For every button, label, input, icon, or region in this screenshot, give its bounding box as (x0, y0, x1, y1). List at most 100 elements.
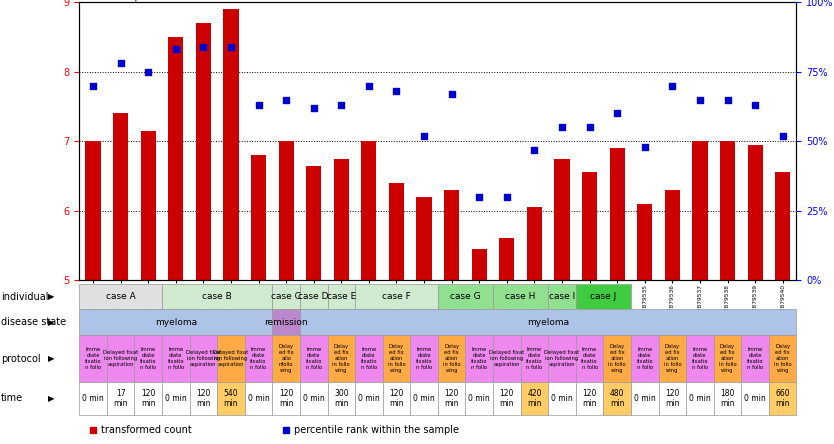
Bar (741, 335, 769, 382)
Text: ▶: ▶ (48, 318, 55, 327)
Text: case H: case H (505, 292, 535, 301)
Point (638, 143, 651, 151)
Text: Delay
ed fix
ation
in follo
wing: Delay ed fix ation in follo wing (443, 345, 460, 373)
Bar (416, 197, 432, 280)
Bar (686, 335, 714, 382)
Bar (273, 309, 300, 335)
Bar (659, 382, 686, 415)
Text: 540
min: 540 min (224, 389, 239, 408)
Point (583, 124, 596, 131)
Bar (300, 284, 328, 309)
Text: 0 min: 0 min (82, 394, 104, 403)
Bar (438, 284, 493, 309)
Text: Imme
diate
fixatio
n follo: Imme diate fixatio n follo (526, 347, 543, 370)
Point (776, 132, 789, 139)
Point (500, 193, 514, 200)
Bar (273, 382, 300, 415)
Bar (775, 172, 791, 280)
Text: Delay
ed fix
ation
in follo
wing: Delay ed fix ation in follo wing (333, 345, 350, 373)
Bar (714, 335, 741, 382)
Bar (520, 335, 548, 382)
Text: Delay
ed fix
ation
in follo
wing: Delay ed fix ation in follo wing (664, 345, 681, 373)
Bar (637, 204, 652, 280)
Bar (334, 159, 349, 280)
Bar (686, 382, 714, 415)
Text: 0 min: 0 min (303, 394, 324, 403)
Point (87, 82, 100, 89)
Bar (273, 284, 300, 309)
Text: ▶: ▶ (48, 292, 55, 301)
Bar (279, 141, 294, 280)
Point (555, 124, 569, 131)
Bar (355, 382, 383, 415)
Bar (582, 172, 597, 280)
Bar (631, 335, 659, 382)
Text: case J: case J (590, 292, 616, 301)
Text: Imme
diate
fixatio
n follo: Imme diate fixatio n follo (691, 347, 708, 370)
Point (389, 87, 403, 95)
Point (610, 110, 624, 117)
Text: Delay
ed fix
ation
in follo
wing: Delay ed fix ation in follo wing (608, 345, 626, 373)
Bar (493, 284, 548, 309)
Bar (189, 335, 217, 382)
Bar (575, 335, 603, 382)
Bar (300, 382, 328, 415)
Text: 480
min: 480 min (610, 389, 625, 408)
Text: Delayed fixat
ion following
aspiration: Delayed fixat ion following aspiration (214, 350, 249, 367)
Point (142, 68, 155, 75)
Bar (79, 382, 107, 415)
Bar (244, 382, 273, 415)
Text: Delayed fixat
ion following
aspiration: Delayed fixat ion following aspiration (186, 350, 221, 367)
Text: 120
min: 120 min (196, 389, 211, 408)
Point (528, 146, 541, 153)
Text: 300
min: 300 min (334, 389, 349, 408)
Text: myeloma: myeloma (155, 318, 197, 327)
Bar (300, 335, 328, 382)
Bar (85, 141, 101, 280)
Text: Imme
diate
fixatio
n follo: Imme diate fixatio n follo (140, 347, 157, 370)
Bar (548, 335, 575, 382)
Bar (79, 284, 162, 309)
Text: disease state: disease state (1, 317, 66, 327)
Text: case G: case G (450, 292, 480, 301)
Text: 660
min: 660 min (776, 389, 790, 408)
Bar (747, 145, 762, 280)
Point (693, 96, 706, 103)
Text: 0 min: 0 min (165, 394, 187, 403)
Bar (383, 382, 410, 415)
Bar (631, 382, 659, 415)
Bar (217, 335, 244, 382)
Bar (355, 335, 383, 382)
Bar (328, 284, 355, 309)
Text: Imme
diate
fixatio
n follo: Imme diate fixatio n follo (305, 347, 322, 370)
Text: 0 min: 0 min (413, 394, 435, 403)
Bar (107, 382, 134, 415)
Text: 0 min: 0 min (469, 394, 490, 403)
Text: Delay
ed fix
atio
nfollo
wing: Delay ed fix atio nfollo wing (279, 345, 294, 373)
Text: case B: case B (203, 292, 232, 301)
Bar (438, 335, 465, 382)
Bar (741, 382, 769, 415)
Bar (714, 382, 741, 415)
Text: Imme
diate
fixatio
n follo: Imme diate fixatio n follo (85, 347, 101, 370)
Bar (472, 249, 487, 280)
Text: 120
min: 120 min (500, 389, 514, 408)
Bar (389, 183, 404, 280)
Bar (555, 159, 570, 280)
Text: Delayed fixat
ion following
aspiration: Delayed fixat ion following aspiration (103, 350, 138, 367)
Text: 0 min: 0 min (689, 394, 711, 403)
Point (334, 102, 348, 109)
Bar (306, 166, 321, 280)
Bar (465, 335, 493, 382)
Bar (300, 309, 796, 335)
Bar (465, 382, 493, 415)
Bar (79, 309, 273, 335)
Text: Imme
diate
fixatio
n follo: Imme diate fixatio n follo (250, 347, 267, 370)
Text: Imme
diate
fixatio
n follo: Imme diate fixatio n follo (168, 347, 184, 370)
Bar (273, 335, 300, 382)
Text: case C: case C (271, 292, 301, 301)
Bar (355, 284, 438, 309)
Point (473, 193, 486, 200)
Text: 120
min: 120 min (279, 389, 294, 408)
Bar (224, 9, 239, 280)
